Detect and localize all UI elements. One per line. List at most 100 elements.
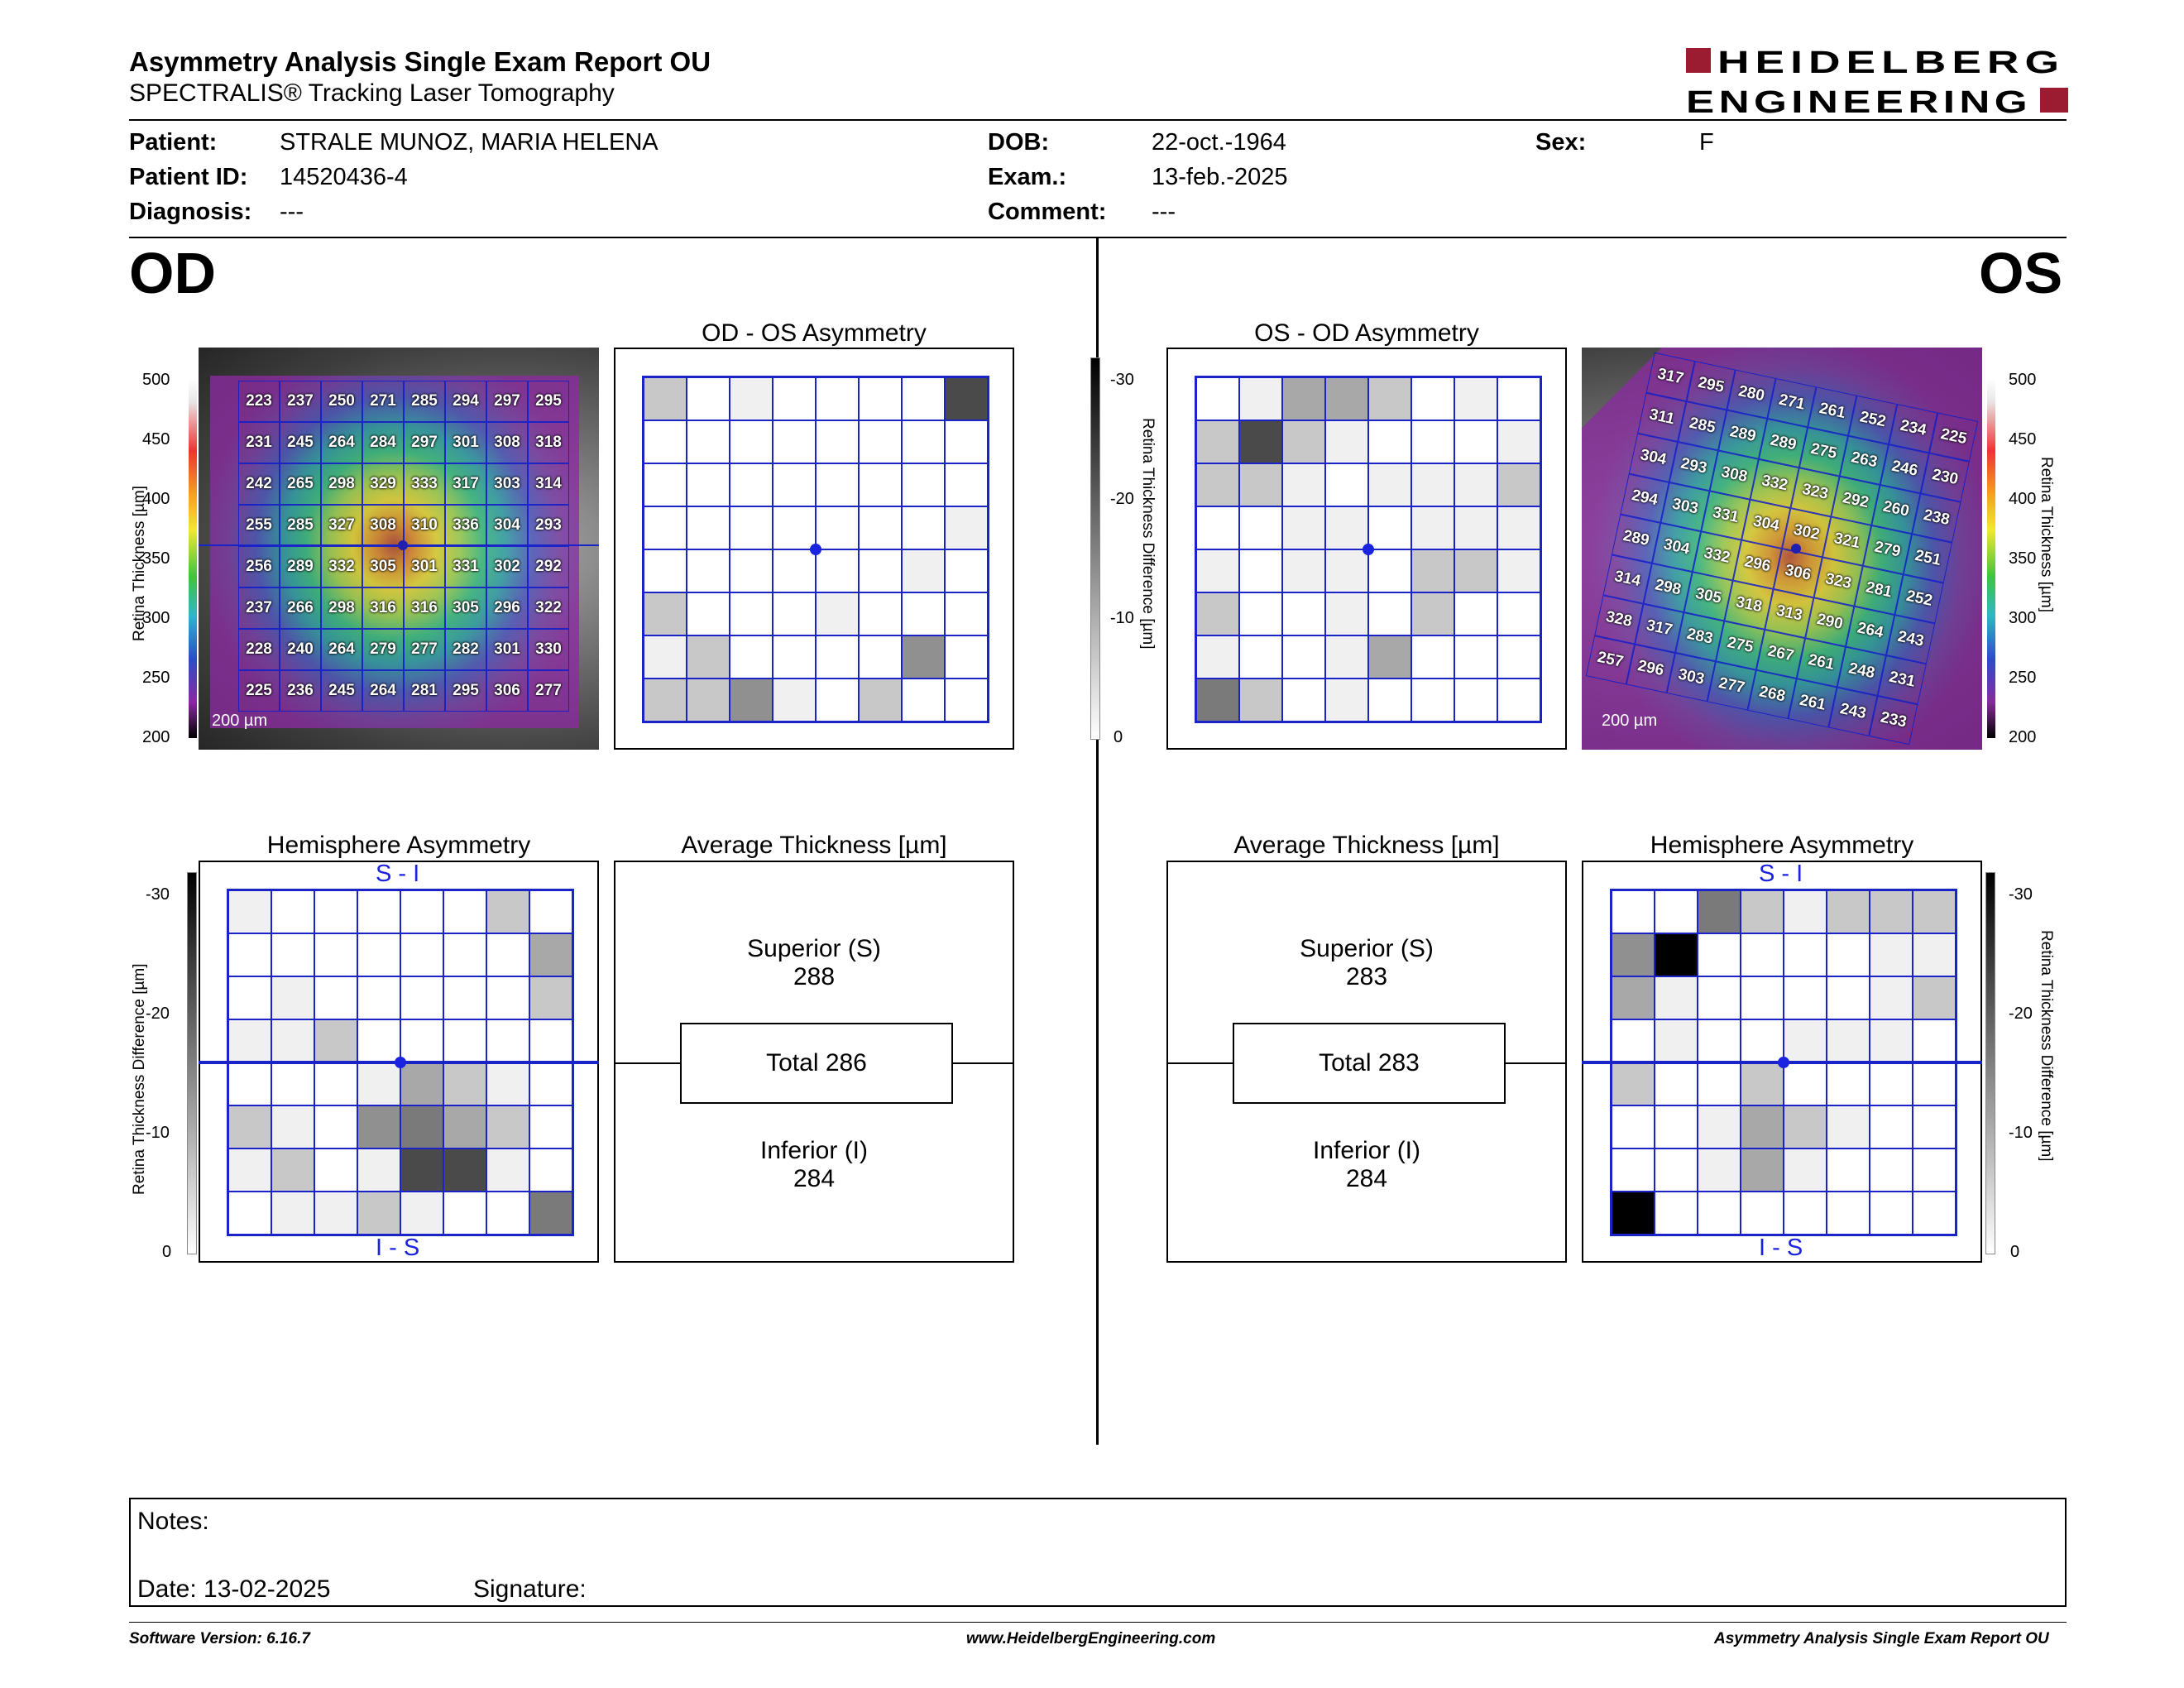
asymmetry-cell xyxy=(644,506,687,549)
hemisphere-cell xyxy=(1827,1192,1870,1235)
od-hemisphere-grid xyxy=(227,889,574,1236)
thickness-cell: 316 xyxy=(404,587,445,629)
thickness-cell: 228 xyxy=(238,629,280,670)
os-fundus-image: 317 295 280 271 261 252 234 225 311 285 289 289 275 2… xyxy=(1582,348,1982,750)
asymmetry-cell xyxy=(816,679,859,722)
od-thk-tick: 500 xyxy=(142,371,170,389)
asymmetry-cell xyxy=(687,635,730,679)
thickness-cell: 297 xyxy=(404,422,445,463)
asymmetry-cell xyxy=(1239,463,1282,506)
asymmetry-cell xyxy=(1368,592,1411,635)
thickness-cell: 264 xyxy=(321,422,362,463)
logo-text-2: ENGINEERING xyxy=(1686,85,2032,117)
hemisphere-cell xyxy=(1698,1149,1741,1192)
hemisphere-cell xyxy=(400,1019,443,1062)
patient-id: 14520436-4 xyxy=(280,164,408,190)
hemisphere-cell xyxy=(486,933,529,976)
asymmetry-cell xyxy=(945,463,988,506)
hemisphere-cell xyxy=(1870,933,1913,976)
thickness-cell: 289 xyxy=(280,546,321,587)
hemisphere-cell xyxy=(314,1105,357,1149)
thickness-cell: 284 xyxy=(362,422,404,463)
hemisphere-cell xyxy=(400,890,443,933)
asymmetry-cell xyxy=(859,420,902,463)
hemisphere-cell xyxy=(1741,890,1784,933)
hemisphere-cell xyxy=(357,890,400,933)
od-scale-text: 200 µm xyxy=(212,712,268,730)
thickness-cell: 296 xyxy=(486,587,528,629)
od-hemi-tick: -30 xyxy=(146,885,170,904)
hemisphere-cell xyxy=(400,1105,443,1149)
asymmetry-cell xyxy=(1368,679,1411,722)
hemisphere-cell xyxy=(357,1062,400,1105)
hemisphere-cell xyxy=(1827,1149,1870,1192)
thickness-cell: 314 xyxy=(528,463,569,505)
asymmetry-cell xyxy=(773,549,816,592)
thickness-cell: 277 xyxy=(528,670,569,712)
asymmetry-cell xyxy=(730,592,773,635)
os-hemi-tick: -20 xyxy=(2009,1005,2033,1023)
thickness-cell: 277 xyxy=(404,629,445,670)
hemisphere-cell xyxy=(1870,1019,1913,1062)
asymmetry-cell xyxy=(945,635,988,679)
notes-box[interactable]: Notes: Date: 13-02-2025 Signature: xyxy=(129,1498,2067,1607)
heidelberg-logo: HEIDELBERG ENGINEERING xyxy=(1686,46,2068,117)
asymmetry-cell xyxy=(1497,506,1540,549)
hemisphere-cell xyxy=(271,933,314,976)
od-asym-center xyxy=(810,544,821,555)
hemisphere-cell xyxy=(529,890,572,933)
hemisphere-cell xyxy=(486,1019,529,1062)
thickness-cell: 305 xyxy=(362,546,404,587)
thickness-cell: 282 xyxy=(445,629,486,670)
hemisphere-cell xyxy=(529,1192,572,1235)
od-hemi-center xyxy=(395,1057,406,1068)
asymmetry-cell xyxy=(1454,506,1497,549)
asymmetry-cell xyxy=(859,506,902,549)
diff-scale xyxy=(1090,357,1100,740)
thickness-cell: 245 xyxy=(321,670,362,712)
os-average-title: Average Thickness [µm] xyxy=(1233,832,1500,859)
thickness-cell: 333 xyxy=(404,463,445,505)
asymmetry-cell xyxy=(1411,679,1454,722)
asymmetry-cell xyxy=(1368,635,1411,679)
hemisphere-cell xyxy=(1698,1105,1741,1149)
hemisphere-cell xyxy=(400,933,443,976)
asymmetry-cell xyxy=(1196,592,1239,635)
thickness-cell: 301 xyxy=(445,422,486,463)
od-hemi-tick: 0 xyxy=(162,1243,172,1261)
hemisphere-cell xyxy=(1741,976,1784,1019)
website-link[interactable]: www.HeidelbergEngineering.com xyxy=(966,1630,1216,1647)
thickness-cell: 264 xyxy=(362,670,404,712)
hemisphere-cell xyxy=(400,976,443,1019)
os-hemi-tick: -30 xyxy=(2009,885,2033,904)
hemisphere-cell xyxy=(443,1062,486,1105)
footer-report-title: Asymmetry Analysis Single Exam Report OU xyxy=(1714,1630,2049,1647)
os-superior-value: 283 xyxy=(1345,963,1388,990)
asymmetry-cell xyxy=(902,506,945,549)
thickness-cell: 308 xyxy=(362,505,404,546)
os-thk-tick: 300 xyxy=(2009,609,2037,627)
asymmetry-cell xyxy=(1325,549,1368,592)
asymmetry-cell xyxy=(1239,592,1282,635)
asymmetry-cell xyxy=(1196,635,1239,679)
asymmetry-cell xyxy=(1325,506,1368,549)
thickness-cell: 266 xyxy=(280,587,321,629)
hemisphere-cell xyxy=(1913,1105,1956,1149)
asymmetry-cell xyxy=(730,506,773,549)
asymmetry-cell xyxy=(1282,463,1325,506)
asymmetry-cell xyxy=(1325,635,1368,679)
os-thickness-grid: 317 295 280 271 261 252 234 225 311 285 289 289 275 2… xyxy=(1585,352,1979,746)
hemisphere-cell xyxy=(314,1019,357,1062)
hemisphere-cell xyxy=(1612,1149,1655,1192)
asymmetry-cell xyxy=(1454,679,1497,722)
od-thk-tick: 350 xyxy=(142,549,170,568)
asymmetry-cell xyxy=(1411,463,1454,506)
hemisphere-cell xyxy=(1827,976,1870,1019)
asymmetry-cell xyxy=(644,592,687,635)
thickness-cell: 233 xyxy=(1869,695,1918,746)
hemisphere-cell xyxy=(1612,890,1655,933)
thickness-cell: 231 xyxy=(238,422,280,463)
diff-tick: 0 xyxy=(1114,728,1123,746)
asymmetry-cell xyxy=(687,377,730,420)
asymmetry-cell xyxy=(1282,635,1325,679)
